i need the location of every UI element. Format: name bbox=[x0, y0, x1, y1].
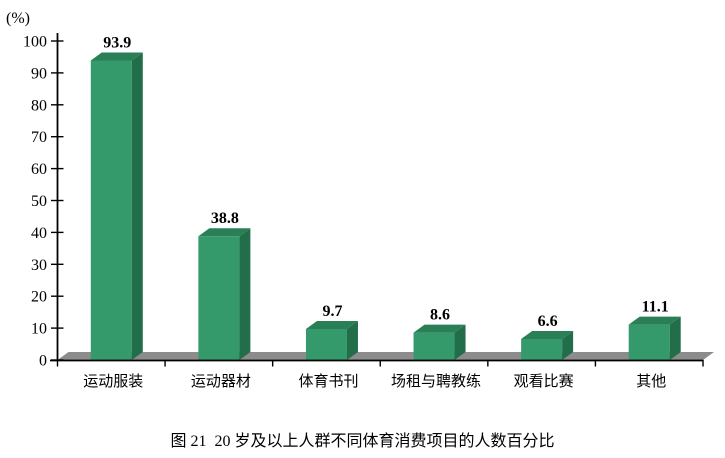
bar-side-face bbox=[454, 324, 466, 360]
y-tick-label: 70 bbox=[31, 129, 47, 146]
y-axis-unit-label: (%) bbox=[6, 10, 30, 27]
y-tick-label: 20 bbox=[31, 289, 47, 306]
bar-top-face bbox=[90, 52, 143, 61]
bar-side-face bbox=[562, 330, 574, 360]
category-label: 运动器材 bbox=[191, 373, 251, 390]
y-tick-label: 10 bbox=[31, 321, 47, 338]
bar-front-face bbox=[521, 338, 563, 360]
y-tick-label: 100 bbox=[23, 34, 47, 51]
bar-value-label: 9.7 bbox=[322, 303, 342, 320]
bar-value-label: 6.6 bbox=[538, 313, 558, 330]
y-tick-label: 30 bbox=[31, 257, 47, 274]
bar-group-5: 11.1 其他 bbox=[628, 299, 681, 390]
bar-group-3: 8.6 场租与聘教练 bbox=[391, 307, 481, 390]
y-tick-label: 40 bbox=[31, 225, 47, 242]
chart-floor bbox=[57, 352, 714, 360]
y-tick-label: 90 bbox=[31, 65, 47, 82]
bar-front-face bbox=[90, 60, 132, 361]
bar-value-label: 11.1 bbox=[642, 299, 669, 316]
bar-group-0: 93.9 运动服装 bbox=[83, 34, 143, 390]
bar-front-face bbox=[198, 236, 240, 360]
y-tick-label: 0 bbox=[39, 353, 47, 370]
bar-value-label: 8.6 bbox=[430, 307, 450, 324]
bar-top-face bbox=[305, 321, 358, 330]
bar-top-face bbox=[521, 330, 574, 339]
bar-group-2: 9.7 体育书刊 bbox=[298, 303, 358, 390]
bar-side-face bbox=[131, 52, 143, 361]
bar-top-face bbox=[198, 228, 251, 237]
bar-front-face bbox=[413, 332, 455, 360]
bar-value-label: 93.9 bbox=[103, 34, 131, 51]
category-label: 场租与聘教练 bbox=[391, 373, 481, 390]
bar-side-face bbox=[346, 321, 358, 360]
y-tick-label: 60 bbox=[31, 161, 47, 178]
bar-group-1: 38.8 运动器材 bbox=[191, 210, 251, 390]
bar-value-label: 38.8 bbox=[211, 210, 239, 227]
category-label: 运动服装 bbox=[83, 373, 143, 390]
category-label: 其他 bbox=[636, 373, 666, 390]
y-tick-label: 50 bbox=[31, 193, 47, 210]
y-tick-label: 80 bbox=[31, 97, 47, 114]
category-label: 观看比赛 bbox=[514, 373, 574, 390]
bar-top-face bbox=[413, 324, 466, 333]
figure-caption: 图 21 20 岁及以上人群不同体育消费项目的人数百分比 bbox=[170, 433, 555, 450]
bar-side-face bbox=[239, 228, 251, 360]
chart-canvas: (%) 93.9 运动服装 38.8 运动器材 9.7 体育书刊 8.6 场租与聘教练 6.6 观… bbox=[6, 10, 714, 390]
bar-side-face bbox=[669, 316, 681, 360]
bar-top-face bbox=[628, 316, 681, 325]
bar-front-face bbox=[305, 329, 347, 360]
category-label: 体育书刊 bbox=[298, 373, 358, 390]
bar-front-face bbox=[628, 324, 670, 360]
bar-group-4: 6.6 观看比赛 bbox=[514, 313, 574, 390]
